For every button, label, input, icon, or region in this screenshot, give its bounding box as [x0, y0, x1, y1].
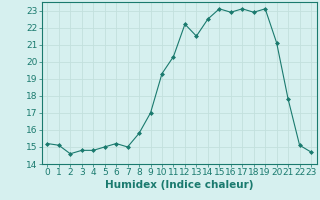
X-axis label: Humidex (Indice chaleur): Humidex (Indice chaleur) [105, 180, 253, 190]
